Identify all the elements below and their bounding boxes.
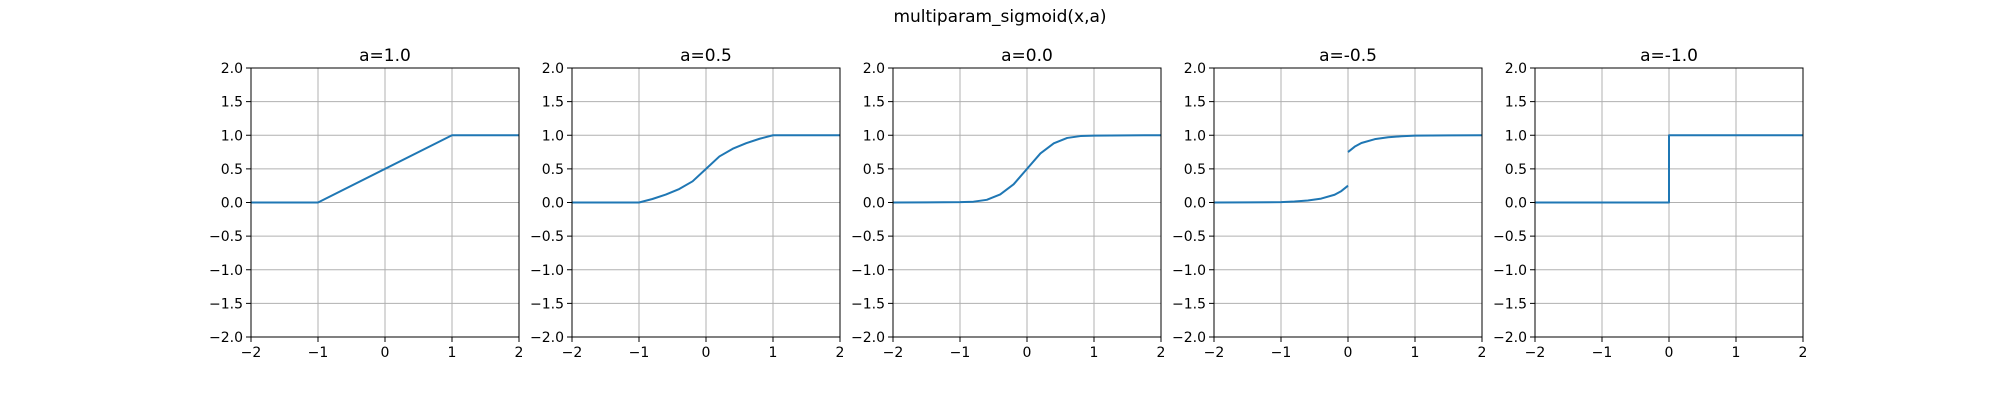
x-tick-label: 1: [448, 345, 457, 361]
subplot-2: −2 −1 0 1 2 −2.0 −1.5 −1.0 −0.5 0.0 0.5 1.0 1.5 2.0 a=…: [530, 46, 844, 361]
x-tick-label: 1: [769, 345, 778, 361]
subplot-title: a=0.0: [1001, 46, 1053, 66]
y-tick-label: 1.0: [1505, 128, 1527, 144]
x-tick-label: −1: [1592, 345, 1613, 361]
y-tick-label: 2.0: [542, 61, 564, 77]
y-tick-label: −1.5: [851, 296, 885, 312]
y-tick-label: 0.0: [863, 196, 885, 212]
y-tick-label: −0.5: [851, 229, 885, 245]
y-tick-label: 1.5: [542, 95, 564, 111]
series-line-2: [1347, 134, 1483, 153]
y-tick-label: 1.0: [542, 128, 564, 144]
ticks: −2 −1 0 1 2 −2.0 −1.5 −1.0 −0.5 0.0 0.5 1.0 1.5 2.0: [851, 61, 1165, 361]
subplot-title: a=0.5: [680, 46, 732, 66]
subplot-1: −2 −1 0 1 2 −2.0 −1.5 −1.0 −0.5 0.0 0.5 1.0 1.5 2.0 a=…: [209, 46, 523, 361]
x-tick-label: 0: [1665, 345, 1674, 361]
subplot-3: −2 −1 0 1 2 −2.0 −1.5 −1.0 −0.5 0.0 0.5 1.0 1.5 2.0 a=…: [851, 46, 1165, 361]
y-tick-label: 1.5: [863, 95, 885, 111]
y-tick-label: 2.0: [863, 61, 885, 77]
x-tick-label: 0: [381, 345, 390, 361]
y-tick-label: −2.0: [1172, 330, 1206, 346]
subplot-grid: −2 −1 0 1 2 −2.0 −1.5 −1.0 −0.5 0.0 0.5 1.0 1.5 2.0 a=…: [209, 46, 1807, 361]
ticks: −2 −1 0 1 2 −2.0 −1.5 −1.0 −0.5 0.0 0.5 1.0 1.5 2.0: [1172, 61, 1486, 361]
y-tick-label: 0.5: [542, 162, 564, 178]
y-tick-label: −1.5: [1493, 296, 1527, 312]
y-tick-label: 2.0: [1184, 61, 1206, 77]
y-tick-label: −0.5: [209, 229, 243, 245]
y-tick-label: −1.5: [1172, 296, 1206, 312]
y-tick-label: 0.0: [1505, 196, 1527, 212]
y-tick-label: 1.5: [221, 95, 243, 111]
x-tick-label: 2: [1157, 345, 1166, 361]
figure-title: multiparam_sigmoid(x,a): [893, 7, 1106, 27]
y-tick-label: 2.0: [221, 61, 243, 77]
y-tick-label: 1.0: [221, 128, 243, 144]
ticks: −2 −1 0 1 2 −2.0 −1.5 −1.0 −0.5 0.0 0.5 1.0 1.5 2.0: [530, 61, 844, 361]
subplot-title: a=-0.5: [1319, 46, 1377, 66]
x-tick-label: −1: [1271, 345, 1292, 361]
x-tick-label: 0: [1344, 345, 1353, 361]
y-tick-label: −1.0: [1493, 263, 1527, 279]
y-tick-label: 0.5: [1505, 162, 1527, 178]
x-tick-label: 2: [1478, 345, 1487, 361]
subplot-title: a=1.0: [359, 46, 411, 66]
y-tick-label: 1.5: [1505, 95, 1527, 111]
x-tick-label: 1: [1411, 345, 1420, 361]
subplot-title: a=-1.0: [1640, 46, 1698, 66]
y-tick-label: 1.0: [863, 128, 885, 144]
y-tick-label: 2.0: [1505, 61, 1527, 77]
y-tick-label: −1.5: [209, 296, 243, 312]
series-line-1: [1535, 134, 1803, 204]
subplot-4: −2 −1 0 1 2 −2.0 −1.5 −1.0 −0.5 0.0 0.5 1.0 1.5 2.0 a=…: [1172, 46, 1486, 361]
y-tick-label: −2.0: [851, 330, 885, 346]
y-tick-label: 0.0: [542, 196, 564, 212]
x-tick-label: −1: [950, 345, 971, 361]
y-tick-label: −0.5: [530, 229, 564, 245]
y-tick-label: 0.5: [863, 162, 885, 178]
x-tick-label: 0: [1023, 345, 1032, 361]
y-tick-label: −1.0: [530, 263, 564, 279]
y-tick-label: 1.0: [1184, 128, 1206, 144]
y-tick-label: −0.5: [1493, 229, 1527, 245]
y-tick-label: 0.5: [221, 162, 243, 178]
subplot-5: −2 −1 0 1 2 −2.0 −1.5 −1.0 −0.5 0.0 0.5 1.0 1.5 2.0 a=…: [1493, 46, 1807, 361]
y-tick-label: −2.0: [209, 330, 243, 346]
y-tick-label: 0.5: [1184, 162, 1206, 178]
x-tick-label: −2: [241, 345, 262, 361]
x-tick-label: 0: [702, 345, 711, 361]
y-tick-label: −2.0: [530, 330, 564, 346]
x-tick-label: 1: [1090, 345, 1099, 361]
y-tick-label: 1.5: [1184, 95, 1206, 111]
series-line-1: [892, 134, 1162, 204]
y-tick-label: −1.0: [851, 263, 885, 279]
x-tick-label: −2: [562, 345, 583, 361]
ticks: −2 −1 0 1 2 −2.0 −1.5 −1.0 −0.5 0.0 0.5 1.0 1.5 2.0: [209, 61, 523, 361]
series-line-1: [1213, 184, 1349, 204]
x-tick-label: −2: [1204, 345, 1225, 361]
x-tick-label: −2: [883, 345, 904, 361]
y-tick-label: 0.0: [221, 196, 243, 212]
y-tick-label: −1.0: [1172, 263, 1206, 279]
series-line-1: [572, 134, 840, 204]
x-tick-label: −2: [1525, 345, 1546, 361]
y-tick-label: 0.0: [1184, 196, 1206, 212]
x-tick-label: 2: [1799, 345, 1808, 361]
x-tick-label: 1: [1732, 345, 1741, 361]
y-tick-label: −2.0: [1493, 330, 1527, 346]
y-tick-label: −1.5: [530, 296, 564, 312]
x-tick-label: −1: [308, 345, 329, 361]
series-line-1: [251, 134, 519, 204]
x-tick-label: 2: [515, 345, 524, 361]
y-tick-label: −1.0: [209, 263, 243, 279]
x-tick-label: 2: [836, 345, 845, 361]
y-tick-label: −0.5: [1172, 229, 1206, 245]
ticks: −2 −1 0 1 2 −2.0 −1.5 −1.0 −0.5 0.0 0.5 1.0 1.5 2.0: [1493, 61, 1807, 361]
x-tick-label: −1: [629, 345, 650, 361]
